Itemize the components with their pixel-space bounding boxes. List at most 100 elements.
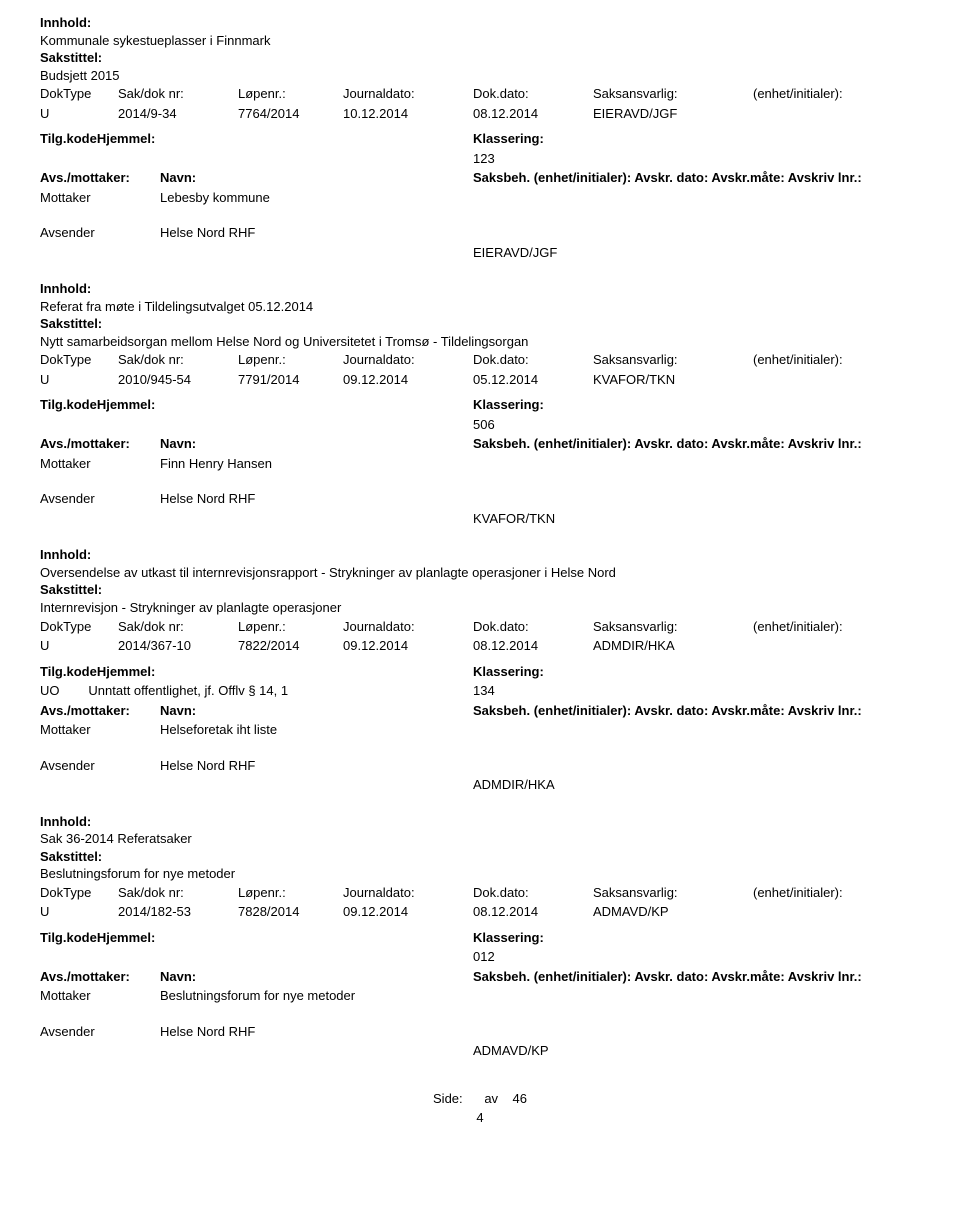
recipient-row: Mottaker Finn Henry Hansen xyxy=(40,454,920,474)
recipient-name: Helseforetak iht liste xyxy=(160,720,473,740)
tilgkode-label: Tilg.kodeHjemmel: xyxy=(40,395,473,415)
sender-name: Helse Nord RHF xyxy=(160,756,920,776)
table-data-row: U 2014/182-53 7828/2014 09.12.2014 08.12… xyxy=(40,902,920,922)
innhold-label: Innhold: xyxy=(40,14,920,32)
tilg-value-row: 506 xyxy=(40,415,920,435)
col-doktype: DokType xyxy=(40,84,118,104)
val-lopenr: 7764/2014 xyxy=(238,104,343,124)
sender-role: Avsender xyxy=(40,756,160,776)
col-enhet: (enhet/initialer): xyxy=(753,883,920,903)
tilg-value-row: UO Unntatt offentlighet, jf. Offlv § 14,… xyxy=(40,681,920,701)
tilg-value: UO Unntatt offentlighet, jf. Offlv § 14,… xyxy=(40,681,473,701)
saksbeh-label: Saksbeh. (enhet/initialer): xyxy=(473,969,631,984)
saksbeh-labels: Saksbeh. (enhet/initialer): Avskr. dato:… xyxy=(473,967,920,987)
val-lopenr: 7822/2014 xyxy=(238,636,343,656)
col-saksansvarlig: Saksansvarlig: xyxy=(593,84,753,104)
col-saksansvarlig: Saksansvarlig: xyxy=(593,617,753,637)
val-dokdato: 08.12.2014 xyxy=(473,104,593,124)
val-doktype: U xyxy=(40,902,118,922)
val-lopenr: 7828/2014 xyxy=(238,902,343,922)
page-footer: Side: av 46 4 xyxy=(40,1089,920,1128)
avskrmaate-label: Avskr.måte: xyxy=(711,170,784,185)
tilg-row: Tilg.kodeHjemmel: Klassering: xyxy=(40,928,920,948)
avskrmaate-label: Avskr.måte: xyxy=(711,969,784,984)
recipient-row: Mottaker Beslutningsforum for nye metode… xyxy=(40,986,920,1006)
journal-entry: Innhold: Oversendelse av utkast til inte… xyxy=(40,546,920,794)
tilg-row: Tilg.kodeHjemmel: Klassering: xyxy=(40,395,920,415)
sender-name: Helse Nord RHF xyxy=(160,489,920,509)
val-saksansvarlig: KVAFOR/TKN xyxy=(593,370,753,390)
bottom-code: ADMAVD/KP xyxy=(473,1041,906,1061)
recipient-name: Beslutningsforum for nye metoder xyxy=(160,986,473,1006)
innhold-label: Innhold: xyxy=(40,546,920,564)
val-journaldato: 09.12.2014 xyxy=(343,902,473,922)
page: Innhold: Kommunale sykestueplasser i Fin… xyxy=(0,0,960,1148)
val-sakdoknr: 2010/945-54 xyxy=(118,370,238,390)
sender-row: Avsender Helse Nord RHF xyxy=(40,756,920,776)
col-sakdoknr: Sak/dok nr: xyxy=(118,883,238,903)
val-doktype: U xyxy=(40,104,118,124)
tilg-value xyxy=(40,947,473,967)
sender-row: Avsender Helse Nord RHF xyxy=(40,223,920,243)
klassering-label: Klassering: xyxy=(473,928,920,948)
val-doktype: U xyxy=(40,636,118,656)
avskrivlnr-label: Avskriv lnr.: xyxy=(788,969,862,984)
sender-name: Helse Nord RHF xyxy=(160,223,920,243)
navn-label: Navn: xyxy=(160,967,473,987)
sakstittel-label: Sakstittel: xyxy=(40,581,920,599)
saksbeh-label: Saksbeh. (enhet/initialer): xyxy=(473,436,631,451)
recipient-name: Lebesby kommune xyxy=(160,188,473,208)
saksbeh-labels: Saksbeh. (enhet/initialer): Avskr. dato:… xyxy=(473,701,920,721)
klassering-value: 123 xyxy=(473,149,920,169)
val-dokdato: 05.12.2014 xyxy=(473,370,593,390)
table-header-row: DokType Sak/dok nr: Løpenr.: Journaldato… xyxy=(40,84,920,104)
val-enhet xyxy=(753,636,920,656)
klassering-label: Klassering: xyxy=(473,662,920,682)
tilgkode-label: Tilg.kodeHjemmel: xyxy=(40,928,473,948)
tilg-value xyxy=(40,149,473,169)
avskrdato-label: Avskr. dato: xyxy=(634,969,708,984)
tilg-row: Tilg.kodeHjemmel: Klassering: xyxy=(40,662,920,682)
recipient-role: Mottaker xyxy=(40,454,160,474)
bottom-code: ADMDIR/HKA xyxy=(473,775,906,795)
col-dokdato: Dok.dato: xyxy=(473,617,593,637)
col-lopenr: Løpenr.: xyxy=(238,350,343,370)
klassering-value: 134 xyxy=(473,681,920,701)
avskrivlnr-label: Avskriv lnr.: xyxy=(788,170,862,185)
page-number: 4 xyxy=(40,1108,920,1128)
col-saksansvarlig: Saksansvarlig: xyxy=(593,883,753,903)
avskrdato-label: Avskr. dato: xyxy=(634,703,708,718)
sakstittel-text: Nytt samarbeidsorgan mellom Helse Nord o… xyxy=(40,333,920,351)
saksbeh-label: Saksbeh. (enhet/initialer): xyxy=(473,703,631,718)
saksbeh-labels: Saksbeh. (enhet/initialer): Avskr. dato:… xyxy=(473,434,920,454)
val-saksansvarlig: EIERAVD/JGF xyxy=(593,104,753,124)
total-pages: 46 xyxy=(513,1091,527,1106)
col-saksansvarlig: Saksansvarlig: xyxy=(593,350,753,370)
avsmottaker-header: Avs./mottaker: Navn: Saksbeh. (enhet/ini… xyxy=(40,967,920,987)
avskrivlnr-label: Avskriv lnr.: xyxy=(788,436,862,451)
journal-entry: Innhold: Sak 36-2014 Referatsaker Saksti… xyxy=(40,813,920,1061)
col-lopenr: Løpenr.: xyxy=(238,617,343,637)
klassering-value: 012 xyxy=(473,947,920,967)
sender-name: Helse Nord RHF xyxy=(160,1022,920,1042)
col-journaldato: Journaldato: xyxy=(343,883,473,903)
avsmottaker-header: Avs./mottaker: Navn: Saksbeh. (enhet/ini… xyxy=(40,701,920,721)
avsmottaker-label: Avs./mottaker: xyxy=(40,168,160,188)
recipient-role: Mottaker xyxy=(40,188,160,208)
col-dokdato: Dok.dato: xyxy=(473,350,593,370)
recipient-row: Mottaker Helseforetak iht liste xyxy=(40,720,920,740)
col-lopenr: Løpenr.: xyxy=(238,883,343,903)
innhold-text: Sak 36-2014 Referatsaker xyxy=(40,830,920,848)
journal-entry: Innhold: Kommunale sykestueplasser i Fin… xyxy=(40,14,920,262)
col-doktype: DokType xyxy=(40,617,118,637)
val-journaldato: 10.12.2014 xyxy=(343,104,473,124)
avskrmaate-label: Avskr.måte: xyxy=(711,703,784,718)
val-sakdoknr: 2014/9-34 xyxy=(118,104,238,124)
col-enhet: (enhet/initialer): xyxy=(753,350,920,370)
recipient-rest xyxy=(473,188,920,208)
innhold-label: Innhold: xyxy=(40,813,920,831)
sakstittel-label: Sakstittel: xyxy=(40,848,920,866)
val-journaldato: 09.12.2014 xyxy=(343,636,473,656)
val-journaldato: 09.12.2014 xyxy=(343,370,473,390)
table-header-row: DokType Sak/dok nr: Løpenr.: Journaldato… xyxy=(40,350,920,370)
